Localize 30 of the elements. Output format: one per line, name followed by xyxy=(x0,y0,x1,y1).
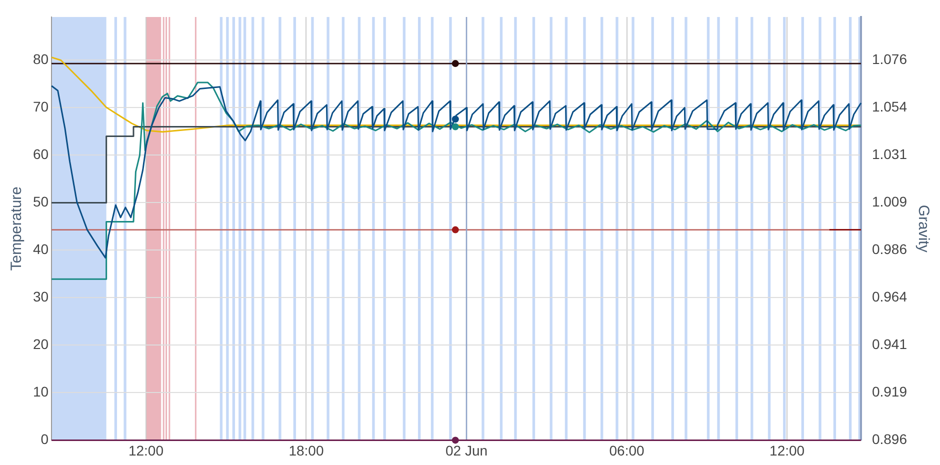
x-tick-label: 18:00 xyxy=(288,442,324,458)
point xyxy=(452,116,459,123)
y-tick-label: 30 xyxy=(32,288,49,305)
y-tick-label: 80 xyxy=(32,51,49,68)
y-tick-label: 50 xyxy=(32,194,49,210)
point xyxy=(452,436,459,444)
y-tick-label: 10 xyxy=(32,384,49,400)
x-tick-label: 12:00 xyxy=(770,442,805,458)
y2-tick-label: 1.076 xyxy=(872,51,908,68)
y-tick-label: 60 xyxy=(32,146,49,162)
y2-tick-label: 0.964 xyxy=(872,288,908,305)
y-tick-label: 70 xyxy=(32,98,49,115)
point xyxy=(452,226,459,234)
point xyxy=(452,60,459,68)
x-tick-label: 06:00 xyxy=(609,442,645,458)
y2-axis-title: Gravity xyxy=(914,204,932,253)
y-tick-label: 0 xyxy=(40,431,49,448)
y-tick-label: 40 xyxy=(32,241,49,258)
y-axis-title: Temperature xyxy=(8,186,26,271)
y2-tick-label: 1.009 xyxy=(872,194,908,210)
y2-tick-label: 0.986 xyxy=(872,241,908,258)
x-tick-label: 12:00 xyxy=(128,442,164,458)
y2-tick-label: 0.941 xyxy=(872,336,908,352)
y2-tick-label: 1.054 xyxy=(872,98,908,115)
x-tick-label: 02 Jun xyxy=(445,442,488,458)
y2-tick-label: 0.919 xyxy=(872,384,908,400)
y-tick-label: 20 xyxy=(32,336,49,352)
y2-tick-label: 0.896 xyxy=(872,431,908,448)
y2-tick-label: 1.031 xyxy=(872,146,908,162)
point xyxy=(452,123,459,130)
